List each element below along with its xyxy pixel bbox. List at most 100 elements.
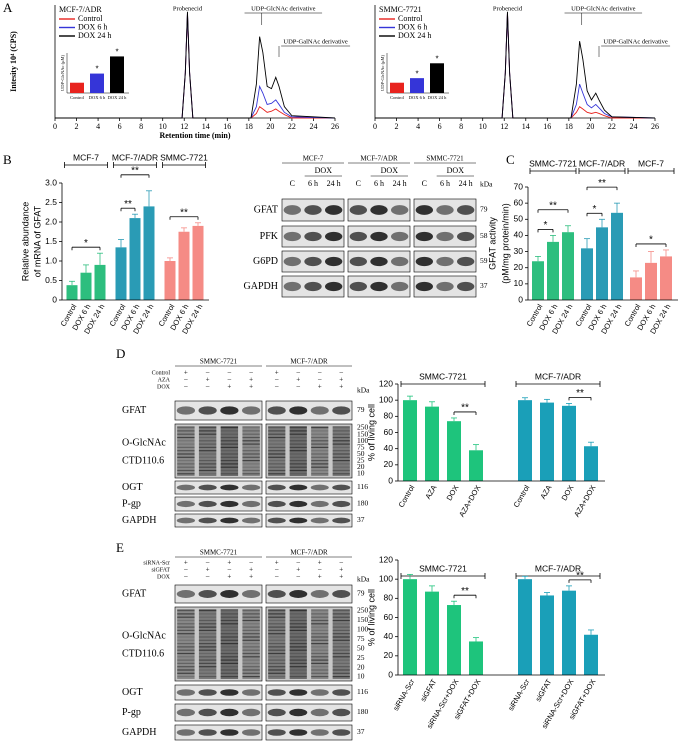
blot-smear-band	[242, 433, 260, 435]
blot-smear-band	[332, 469, 350, 472]
blot-band	[436, 231, 454, 242]
blot-smear-band	[268, 443, 286, 445]
x-tick-label: siGFAT	[418, 677, 438, 703]
blot-band	[310, 500, 329, 508]
blot-band	[198, 500, 217, 508]
blot-smear-band	[177, 613, 195, 615]
blot-smear-band	[220, 473, 239, 475]
blot-row-sublabel: CTD110.6	[122, 648, 164, 659]
blot-row-label: OGT	[122, 482, 143, 493]
blot-smear-band	[311, 672, 329, 674]
bar	[518, 579, 532, 675]
blot-smear-band	[198, 636, 217, 638]
blot-smear-band	[289, 440, 307, 442]
blot-group-label: MCF-7	[303, 155, 324, 163]
y-tick-label: 50	[514, 214, 524, 224]
blot-band	[456, 281, 475, 292]
blot-smear-band	[289, 649, 307, 651]
blot-smear-band	[177, 436, 195, 439]
blot-smear-band	[311, 427, 329, 429]
blot-sign: +	[227, 573, 231, 581]
significance: **	[576, 571, 584, 582]
blot-marker: 25	[357, 456, 365, 465]
blot-band	[456, 231, 475, 242]
significance: **	[461, 586, 469, 597]
bar	[562, 232, 574, 300]
blot-kda: 59	[480, 256, 488, 265]
blot-marker: 75	[357, 634, 365, 643]
x-tick-label: 10	[479, 122, 487, 131]
blot-band	[310, 689, 329, 696]
blot-lane-label: C	[422, 179, 427, 188]
blot-smear-band	[268, 460, 286, 462]
blot-sign: –	[274, 383, 279, 391]
blot-smear-band	[220, 636, 239, 638]
blot-band	[390, 205, 409, 215]
blot-smear-band	[220, 443, 239, 445]
x-tick-label: 2	[395, 122, 399, 131]
blot-smear-band	[289, 436, 307, 439]
blot-treatment: DOX	[315, 166, 333, 175]
inset-bar	[110, 56, 124, 93]
blot-sign: +	[318, 573, 322, 581]
blot-lane-label: 6 h	[440, 179, 450, 188]
blot-smear	[177, 609, 195, 679]
x-tick-label: 6	[118, 122, 122, 131]
blot-smear-band	[289, 433, 307, 435]
blot-smear-band	[177, 646, 195, 648]
blot-band	[176, 590, 196, 598]
bar	[660, 256, 672, 300]
blot-marker: 10	[357, 672, 365, 681]
blot-smear-band	[311, 626, 329, 628]
blot-band	[289, 517, 308, 524]
y-axis-label: of mRNA of GFAT	[32, 205, 42, 277]
blot-marker: 250	[357, 606, 369, 615]
blot-row-label: GAPDH	[122, 515, 156, 526]
blot-group-label: SMMC-7721	[200, 549, 238, 557]
bar	[403, 400, 417, 481]
blot-sign: –	[248, 369, 253, 377]
blot-band	[220, 484, 239, 491]
blot-smear-band	[289, 629, 307, 631]
blot-smear-band	[332, 666, 350, 668]
blot-smear-band	[289, 626, 307, 628]
blot-smear-band	[198, 629, 217, 631]
blot-smear-band	[332, 610, 350, 612]
blot-group-label: MCF-7/ADR	[290, 549, 328, 557]
blot-smear-band	[177, 619, 195, 622]
blot-unit: kDa	[357, 575, 370, 584]
group-label: SMMC-7721	[529, 158, 577, 168]
x-tick-label: 2	[75, 122, 79, 131]
x-tick-label: 24	[309, 122, 317, 131]
y-tick-label: 0	[388, 475, 393, 485]
blot-smear-band	[268, 610, 286, 612]
blot-condition-label: siGFAT	[151, 567, 170, 573]
blot-smear-band	[332, 463, 350, 465]
annotation: Probenecid	[173, 5, 203, 12]
blot-band	[436, 281, 454, 292]
blot-group-label: MCF-7/ADR	[290, 358, 328, 366]
significance: **	[461, 403, 469, 414]
blot-smear-band	[242, 443, 260, 445]
blot-membrane	[174, 684, 263, 701]
blot-smear-band	[242, 450, 260, 452]
blot-smear-band	[268, 453, 286, 455]
significance: *	[415, 69, 418, 78]
blot-smear-band	[177, 466, 195, 468]
blot-sign: +	[249, 376, 253, 384]
blot-band	[176, 729, 196, 736]
blot-smear-band	[177, 649, 195, 651]
group-label: MCF-7/ADR	[112, 152, 158, 162]
significance: *	[84, 238, 88, 249]
blot-smear-band	[311, 643, 329, 645]
blot-band	[289, 484, 308, 491]
inset-category-label: Control	[70, 95, 85, 100]
blot-band	[267, 729, 286, 736]
blot-band	[324, 281, 343, 292]
blot-row-label: PFK	[260, 231, 279, 242]
blot-smear-band	[311, 453, 329, 455]
legend-label: DOX 24 h	[78, 31, 111, 40]
blot-smear-band	[198, 616, 217, 618]
blot-membrane	[265, 703, 353, 722]
blot-smear-band	[220, 460, 239, 462]
